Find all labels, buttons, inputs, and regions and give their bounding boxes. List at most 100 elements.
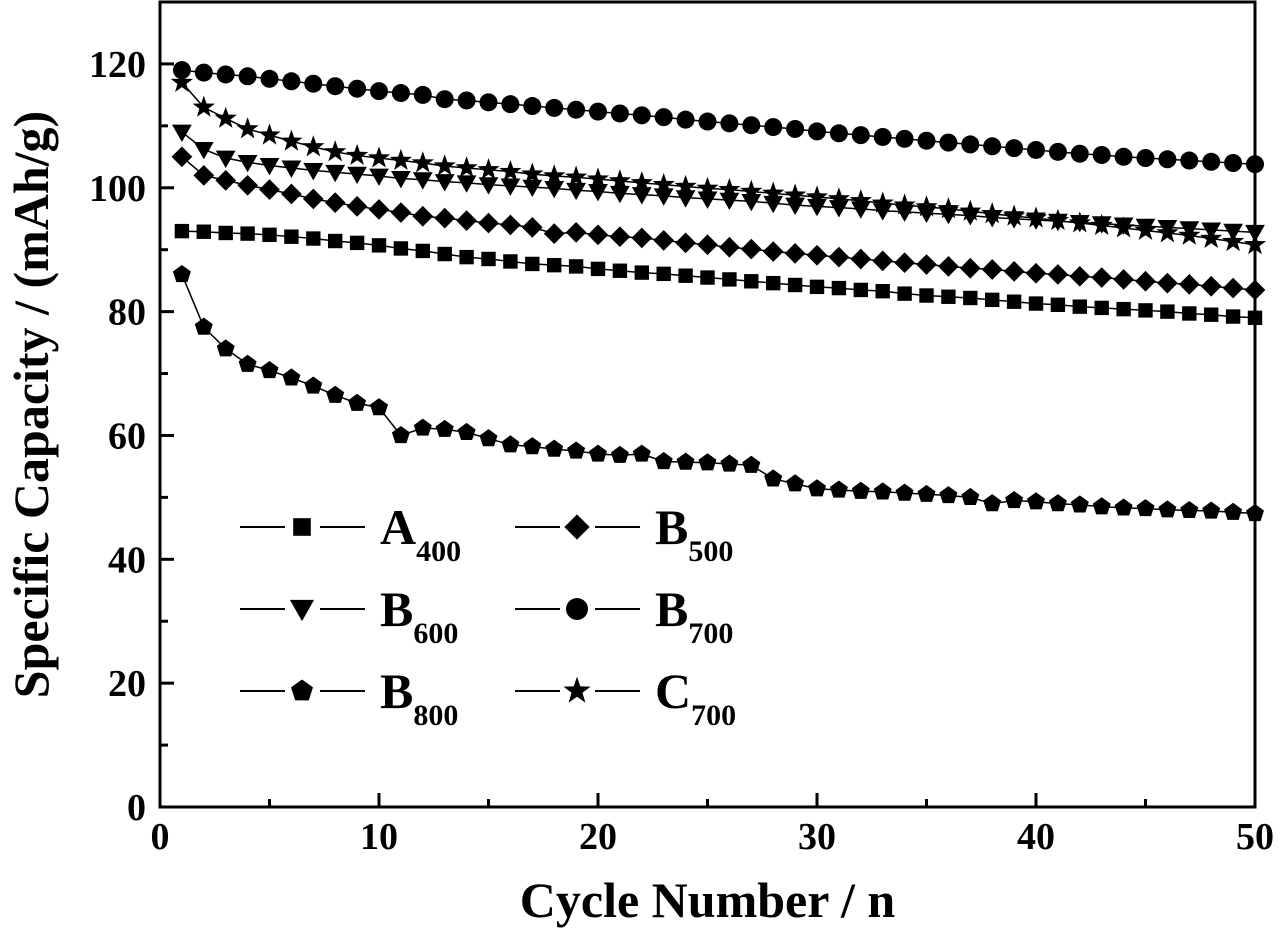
data-point: [809, 279, 825, 295]
data-point: [236, 117, 259, 139]
data-point: [786, 474, 805, 492]
data-point: [675, 190, 696, 208]
data-point: [216, 339, 235, 357]
data-point: [720, 114, 739, 133]
data-point: [783, 183, 807, 205]
data-point: [1225, 309, 1241, 324]
data-point: [1221, 229, 1245, 252]
data-point: [194, 63, 213, 82]
data-point: [612, 263, 628, 278]
data-point: [367, 146, 391, 168]
data-point: [500, 214, 521, 236]
data-point: [1113, 269, 1134, 290]
data-point: [697, 191, 718, 209]
legend-label-main: B: [655, 581, 688, 637]
data-point: [719, 236, 740, 258]
data-point: [543, 223, 565, 244]
data-point: [678, 268, 693, 283]
data-point: [610, 185, 630, 204]
legend-label-main: A: [380, 499, 416, 555]
data-point: [632, 106, 651, 125]
data-point: [1028, 296, 1044, 311]
data-point: [455, 156, 478, 178]
data-point: [544, 180, 565, 199]
data-point: [744, 274, 759, 289]
data-point: [851, 126, 870, 145]
data-point: [215, 150, 236, 168]
data-point: [1204, 307, 1219, 322]
data-point: [194, 317, 213, 335]
data-point: [961, 487, 980, 506]
data-point: [1157, 272, 1178, 294]
data-point: [434, 174, 455, 192]
data-point: [393, 241, 409, 256]
data-point: [589, 444, 607, 462]
legend-label: C700: [655, 663, 736, 732]
data-point: [368, 199, 390, 220]
data-point: [547, 257, 562, 273]
data-point: [348, 79, 367, 98]
data-point: [1135, 270, 1156, 292]
data-point: [521, 217, 543, 238]
data-point: [1114, 498, 1133, 516]
data-point: [1069, 265, 1091, 287]
data-point: [698, 112, 717, 131]
legend-label-subscript: 400: [416, 535, 461, 568]
data-point: [653, 230, 675, 251]
data-point: [481, 251, 496, 267]
data-point: [1202, 501, 1221, 519]
legend-label: B800: [380, 663, 458, 732]
legend-label-main: B: [380, 663, 413, 719]
data-point: [306, 231, 321, 246]
data-point: [676, 110, 695, 129]
data-point: [347, 166, 367, 185]
data-point: [196, 224, 211, 239]
data-point: [1136, 499, 1155, 517]
data-point: [873, 127, 892, 146]
data-point: [805, 185, 829, 207]
data-point: [1178, 274, 1200, 295]
data-point: [589, 102, 607, 121]
data-point: [941, 289, 956, 304]
data-point: [435, 90, 454, 109]
legend-entry: B500: [515, 499, 733, 568]
data-point: [981, 202, 1004, 224]
data-point: [873, 482, 892, 500]
data-point: [262, 227, 277, 243]
data-point: [1047, 264, 1069, 285]
series-b800: [172, 265, 1264, 522]
y-tick-label: 40: [108, 539, 146, 581]
data-point: [371, 238, 387, 253]
data-point: [740, 179, 763, 201]
series-b500: [171, 146, 1266, 301]
data-point: [785, 197, 805, 216]
data-point: [326, 77, 345, 96]
data-point: [1094, 300, 1109, 316]
legend-label: A400: [380, 499, 461, 568]
data-point: [240, 226, 255, 241]
data-point: [457, 91, 476, 110]
data-point: [698, 453, 717, 471]
data-point: [346, 195, 368, 217]
data-point: [390, 202, 412, 223]
data-point: [961, 135, 980, 154]
data-point: [762, 181, 785, 203]
data-point: [784, 243, 806, 264]
legend-marker: [564, 514, 590, 540]
data-point: [328, 233, 343, 249]
data-point: [302, 135, 325, 157]
data-point: [939, 133, 958, 152]
data-point: [280, 129, 303, 151]
data-point: [656, 266, 671, 282]
data-point: [959, 199, 982, 221]
data-point: [192, 95, 215, 117]
data-point: [304, 74, 323, 93]
data-point: [389, 148, 413, 170]
data-point: [1158, 500, 1177, 518]
data-point: [1134, 218, 1157, 240]
data-point: [478, 212, 499, 234]
legend-label-main: B: [380, 581, 413, 637]
data-point: [590, 261, 606, 277]
data-point: [258, 123, 281, 145]
